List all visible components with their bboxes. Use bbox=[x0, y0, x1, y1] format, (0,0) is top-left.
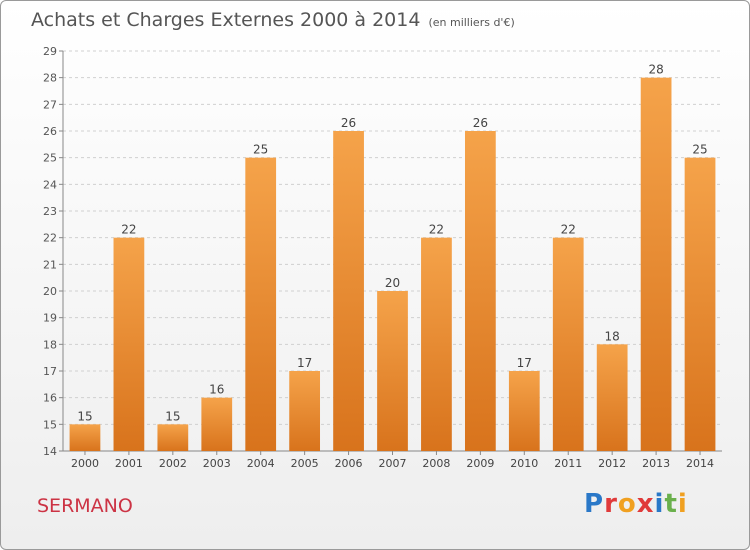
bar bbox=[333, 131, 364, 451]
y-tick-label: 24 bbox=[43, 178, 57, 191]
y-tick-label: 22 bbox=[43, 232, 57, 245]
logo-letter: P bbox=[584, 489, 605, 519]
logo-letter: i bbox=[654, 489, 665, 519]
bar bbox=[201, 397, 233, 451]
bar bbox=[157, 424, 189, 451]
y-tick-label: 25 bbox=[43, 152, 57, 165]
y-tick-label: 26 bbox=[43, 125, 57, 138]
bar bbox=[113, 237, 145, 451]
x-tick-label: 2001 bbox=[115, 457, 143, 470]
x-tick-label: 2006 bbox=[335, 457, 363, 470]
y-tick-label: 28 bbox=[43, 72, 57, 85]
y-tick-label: 19 bbox=[43, 312, 57, 325]
bar bbox=[245, 157, 277, 451]
x-tick-label: 2009 bbox=[466, 457, 494, 470]
bar bbox=[421, 237, 452, 451]
town-name: SERMANO bbox=[37, 495, 133, 517]
x-tick-label: 2014 bbox=[686, 457, 714, 470]
x-tick-label: 2004 bbox=[247, 457, 275, 470]
y-tick-label: 15 bbox=[43, 418, 57, 431]
y-tick-label: 14 bbox=[43, 445, 57, 458]
data-label: 22 bbox=[561, 223, 576, 237]
data-label: 18 bbox=[605, 329, 620, 343]
y-tick-label: 16 bbox=[43, 392, 57, 405]
x-tick-label: 2005 bbox=[291, 457, 319, 470]
y-tick-label: 21 bbox=[43, 258, 57, 271]
data-label: 15 bbox=[77, 409, 92, 423]
data-label: 17 bbox=[297, 356, 312, 370]
bar bbox=[640, 77, 672, 452]
y-tick-label: 17 bbox=[43, 365, 57, 378]
x-tick-label: 2002 bbox=[159, 457, 187, 470]
proxiti-logo: Proxiti bbox=[584, 489, 688, 519]
x-tick-label: 2012 bbox=[598, 457, 626, 470]
chart-subtitle: (en milliers d'€) bbox=[428, 16, 515, 29]
data-label: 17 bbox=[517, 356, 532, 370]
data-label: 20 bbox=[385, 276, 400, 290]
x-tick-label: 2013 bbox=[642, 457, 670, 470]
x-tick-label: 2003 bbox=[203, 457, 231, 470]
x-tick-label: 2000 bbox=[71, 457, 99, 470]
logo-letter: i bbox=[677, 489, 688, 519]
y-tick-label: 29 bbox=[43, 45, 57, 58]
bar bbox=[464, 131, 496, 451]
x-tick-label: 2007 bbox=[379, 457, 407, 470]
y-tick-label: 20 bbox=[43, 285, 57, 298]
logo-letter: r bbox=[604, 489, 618, 519]
y-tick-label: 23 bbox=[43, 205, 57, 218]
logo-letter: x bbox=[636, 489, 655, 519]
data-label: 22 bbox=[429, 223, 444, 237]
bar bbox=[377, 291, 408, 451]
data-label: 16 bbox=[209, 383, 224, 397]
title-text: Achats et Charges Externes 2000 à 2014 bbox=[31, 9, 421, 31]
y-tick-label: 18 bbox=[43, 338, 57, 351]
data-label: 15 bbox=[165, 409, 180, 423]
data-label: 25 bbox=[692, 143, 707, 157]
data-label: 26 bbox=[341, 116, 356, 130]
logo-letter: t bbox=[664, 489, 678, 519]
data-label: 28 bbox=[648, 63, 663, 77]
bar bbox=[508, 371, 540, 451]
bar bbox=[289, 371, 321, 451]
data-label: 25 bbox=[253, 143, 268, 157]
x-tick-label: 2011 bbox=[554, 457, 582, 470]
bar bbox=[552, 237, 584, 451]
y-tick-label: 27 bbox=[43, 98, 57, 111]
chart-title: Achats et Charges Externes 2000 à 2014 (e… bbox=[31, 9, 515, 31]
x-tick-label: 2008 bbox=[422, 457, 450, 470]
bar bbox=[596, 344, 628, 451]
bar bbox=[69, 424, 101, 451]
data-label: 26 bbox=[473, 116, 488, 130]
x-tick-label: 2010 bbox=[510, 457, 538, 470]
bar bbox=[684, 157, 716, 451]
data-label: 22 bbox=[121, 223, 136, 237]
logo-letter: o bbox=[617, 489, 637, 519]
